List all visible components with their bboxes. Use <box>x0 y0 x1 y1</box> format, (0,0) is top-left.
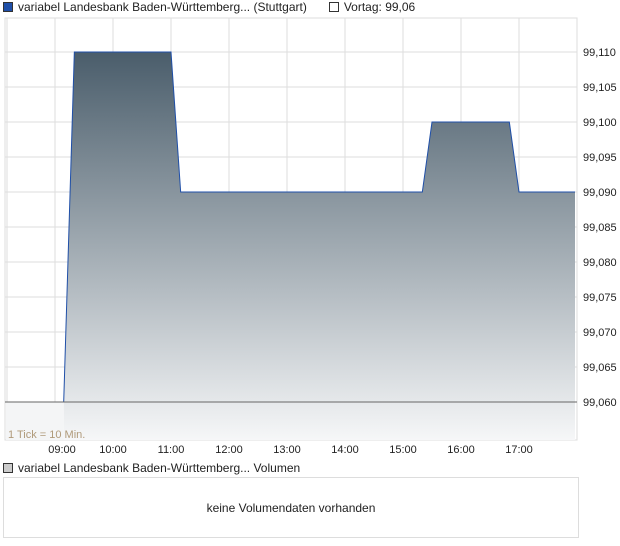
y-tick-label: 99,110 <box>583 47 616 59</box>
volume-legend-label: variabel Landesbank Baden-Württemberg...… <box>18 461 301 475</box>
volume-legend: variabel Landesbank Baden-Württemberg...… <box>3 461 300 475</box>
y-tick-label: 99,095 <box>583 152 617 164</box>
x-tick-label: 12:00 <box>215 444 243 456</box>
y-tick-label: 99,075 <box>583 292 617 304</box>
price-chart: 99,060 99,065 99,070 99,075 99,080 99,085 99,0… <box>4 17 617 456</box>
prev-swatch <box>328 2 339 12</box>
volume-panel: keine Volumendaten vorhanden <box>3 477 579 538</box>
volume-swatch <box>3 463 13 473</box>
y-tick-label: 99,070 <box>583 327 617 339</box>
y-tick-label: 99,100 <box>583 117 617 129</box>
series-label: variabel Landesbank Baden-Württemberg...… <box>18 0 307 14</box>
x-tick-label: 16:00 <box>447 444 475 456</box>
price-area <box>63 52 575 440</box>
y-tick-label: 99,065 <box>583 362 617 374</box>
x-tick-label: 11:00 <box>158 444 185 456</box>
y-tick-label: 99,060 <box>583 397 617 409</box>
x-tick-label: 14:00 <box>331 444 359 456</box>
x-tick-label: 13:00 <box>273 444 301 456</box>
price-legend: variabel Landesbank Baden-Württemberg...… <box>3 0 415 14</box>
y-tick-label: 99,080 <box>583 257 617 269</box>
baseline-fill <box>6 402 64 440</box>
prev-close-label: Vortag: 99,06 <box>343 0 416 14</box>
x-tick-label: 10:00 <box>99 444 127 456</box>
x-tick-label: 17:00 <box>505 444 533 456</box>
price-line <box>63 51 575 403</box>
volume-empty-text: keine Volumendaten vorhanden <box>206 500 376 515</box>
y-tick-label: 99,085 <box>583 222 617 234</box>
x-tick-label: 09:00 <box>48 444 76 456</box>
tick-interval-note: 1 Tick = 10 Min. <box>8 429 85 441</box>
y-tick-label: 99,090 <box>583 187 617 199</box>
x-tick-label: 15:00 <box>389 444 417 456</box>
y-tick-label: 99,105 <box>583 82 617 94</box>
series-swatch <box>3 2 13 12</box>
